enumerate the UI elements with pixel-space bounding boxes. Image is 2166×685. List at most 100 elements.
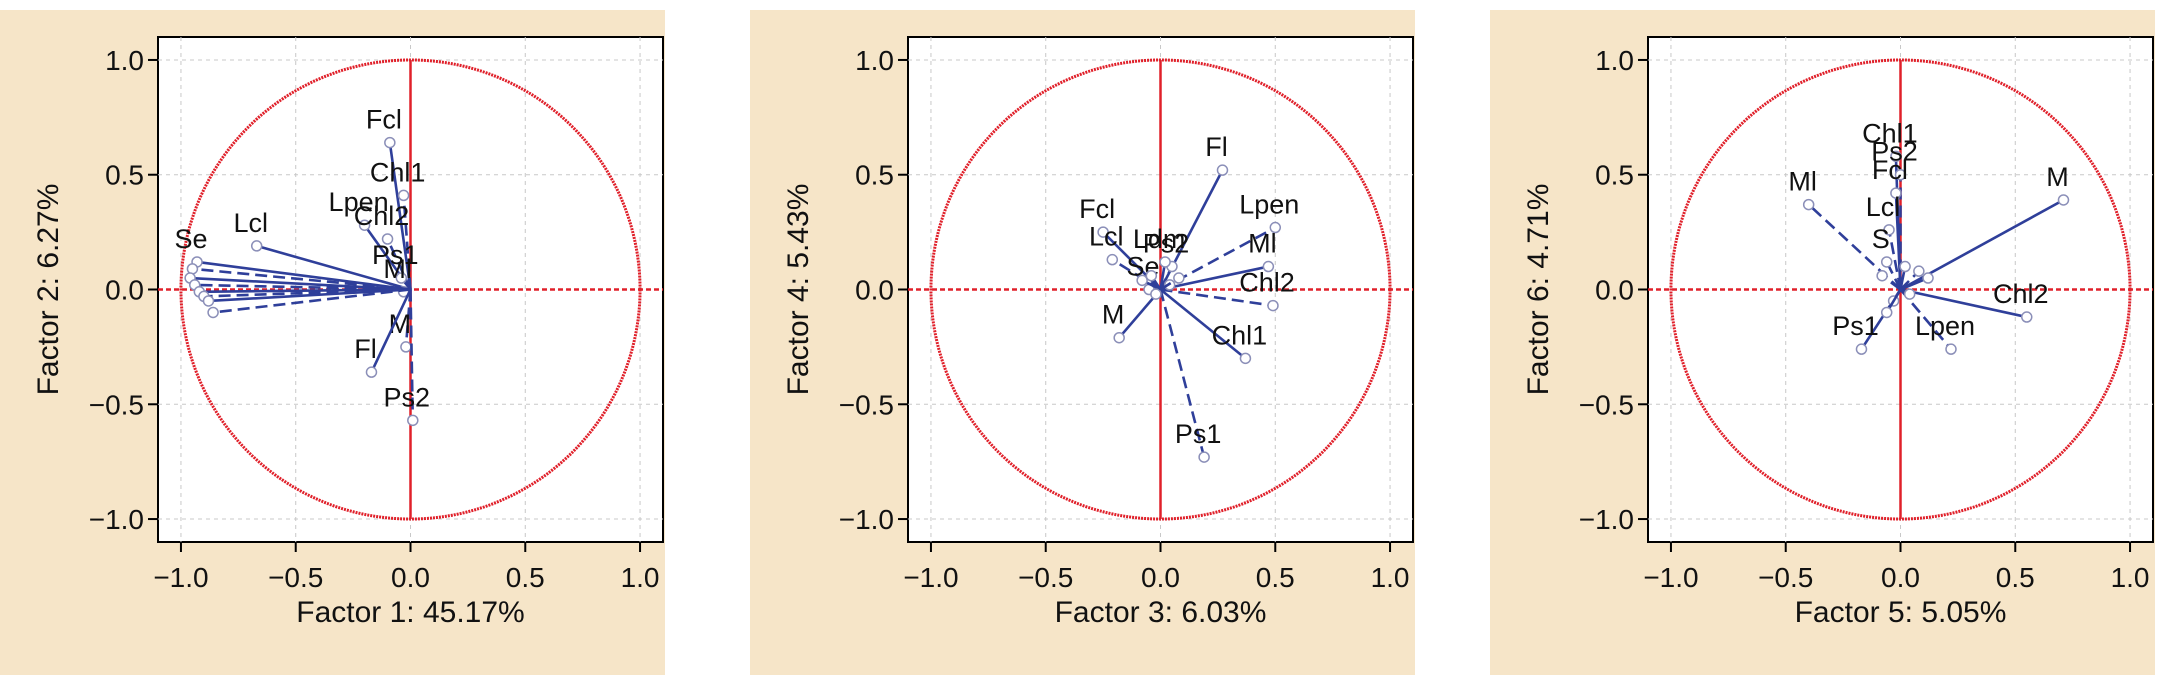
data-point — [1113, 331, 1125, 344]
data-point — [397, 189, 410, 202]
x-tick-label: −0.5 — [1758, 562, 1813, 593]
point-label: Ml — [1788, 167, 1817, 197]
vector-line — [203, 288, 411, 298]
y-tick-label: −0.5 — [1579, 389, 1634, 420]
x-tick-label: 0.0 — [1881, 562, 1920, 593]
point-label: Ps2 — [384, 382, 431, 412]
chart-panel-3: −1.0 −1.0 −0.5 −0.5 0.0 0.0 0.5 0.5 1.0 1.0 Factor… — [1490, 10, 2155, 675]
point-label: Chl2 — [1239, 268, 1295, 298]
vector-line — [409, 289, 415, 421]
x-tick-label: −0.5 — [268, 562, 323, 593]
x-tick-label: 0.5 — [1996, 562, 2035, 593]
data-point — [1913, 265, 1925, 277]
data-point — [1855, 343, 1868, 355]
data-point — [207, 306, 219, 319]
data-point — [2021, 311, 2033, 323]
vector-line — [196, 260, 411, 291]
point-label: Fcl — [1872, 155, 1908, 185]
point-label: Ps1 — [1832, 311, 1879, 341]
data-point — [1890, 187, 1902, 199]
vector-line — [1159, 288, 1247, 360]
data-point — [1262, 260, 1275, 273]
point-label: S — [1872, 224, 1890, 254]
vector-line — [370, 288, 412, 373]
point-label: Lcl — [233, 208, 268, 238]
data-point — [400, 341, 412, 353]
point-label: Lcl — [1866, 192, 1901, 222]
data-point — [365, 366, 378, 378]
y-tick-label: 0.0 — [1595, 275, 1634, 306]
point-label: Lpen — [1239, 190, 1299, 220]
point-label: Ml — [383, 254, 412, 284]
data-point — [1922, 272, 1934, 284]
data-point — [1239, 352, 1252, 365]
y-tick-label: −0.5 — [89, 389, 144, 420]
y-tick-label: 0.0 — [105, 275, 144, 306]
x-tick-label: 1.0 — [2111, 562, 2150, 593]
data-point — [1876, 269, 1888, 282]
vector-line — [199, 288, 411, 294]
x-axis-title: Factor 3: 6.03% — [1055, 596, 1267, 629]
vector-line — [192, 267, 411, 291]
point-label: Chl2 — [1993, 279, 2049, 309]
y-tick-label: −1.0 — [1579, 504, 1634, 535]
point-label: Ps1 — [1175, 419, 1222, 449]
y-tick-label: 1.0 — [1595, 45, 1634, 76]
data-point — [384, 136, 396, 149]
data-point — [1903, 288, 1916, 300]
point-label: Chl1 — [1862, 118, 1918, 148]
y-axis-title: Factor 6: 4.71% — [1522, 184, 1555, 396]
data-point — [1883, 224, 1895, 236]
data-point — [407, 414, 419, 427]
data-point — [186, 263, 199, 275]
point-label: Fcl — [1079, 194, 1115, 224]
point-label: Ps2 — [1871, 137, 1918, 167]
x-tick-label: 0.5 — [1256, 562, 1295, 593]
vector-line — [208, 288, 411, 303]
data-point — [2057, 194, 2070, 206]
data-point — [1945, 343, 1957, 355]
vector-line — [1899, 288, 1952, 351]
data-point — [1890, 150, 1902, 163]
point-label: Lpen — [329, 187, 389, 217]
chart-svg: −1.0 −1.0 −0.5 −0.5 0.0 0.0 0.5 0.5 1.0 1.0 Factor… — [782, 36, 1414, 629]
y-tick-label: −1.0 — [89, 504, 144, 535]
x-tick-label: −1.0 — [903, 562, 958, 593]
y-axis-title: Factor 2: 6.27% — [32, 184, 65, 396]
vector-line — [1160, 288, 1274, 307]
vector-line — [1887, 229, 1902, 290]
y-tick-label: 0.5 — [1595, 160, 1634, 191]
point-label: Chl1 — [370, 157, 426, 187]
y-tick-label: 0.5 — [855, 160, 894, 191]
data-point — [1269, 221, 1282, 234]
point-label: M — [1102, 300, 1125, 330]
data-point — [202, 295, 215, 307]
x-tick-label: 1.0 — [1371, 562, 1410, 593]
point-label: Fl — [354, 334, 377, 364]
data-point — [1899, 260, 1911, 273]
point-label: Chl1 — [1212, 320, 1268, 350]
point-label: Fcl — [366, 105, 402, 135]
data-point — [1145, 269, 1158, 282]
y-tick-label: −0.5 — [839, 389, 894, 420]
y-tick-label: −1.0 — [839, 504, 894, 535]
vector-line — [1894, 193, 1902, 290]
point-label: Ml — [1248, 229, 1277, 259]
vector-line — [400, 277, 412, 291]
point-label: Se — [175, 224, 208, 254]
vector-line — [388, 142, 412, 290]
x-tick-label: 0.0 — [391, 562, 430, 593]
point-label: Lcl — [1089, 222, 1124, 252]
x-axis-title: Factor 1: 45.17% — [296, 596, 524, 629]
x-tick-label: 0.0 — [1141, 562, 1180, 593]
point-label: M — [389, 309, 412, 339]
data-point — [1106, 253, 1119, 266]
point-label: M — [2046, 162, 2069, 192]
vector-line — [402, 195, 412, 290]
vector-line — [256, 244, 411, 291]
chart-panel-2: −1.0 −1.0 −0.5 −0.5 0.0 0.0 0.5 0.5 1.0 1.0 Factor… — [750, 10, 1415, 675]
point-label: Ps1 — [372, 240, 419, 270]
y-tick-label: 0.5 — [105, 160, 144, 191]
y-tick-label: 0.0 — [855, 275, 894, 306]
data-point — [1267, 299, 1279, 312]
